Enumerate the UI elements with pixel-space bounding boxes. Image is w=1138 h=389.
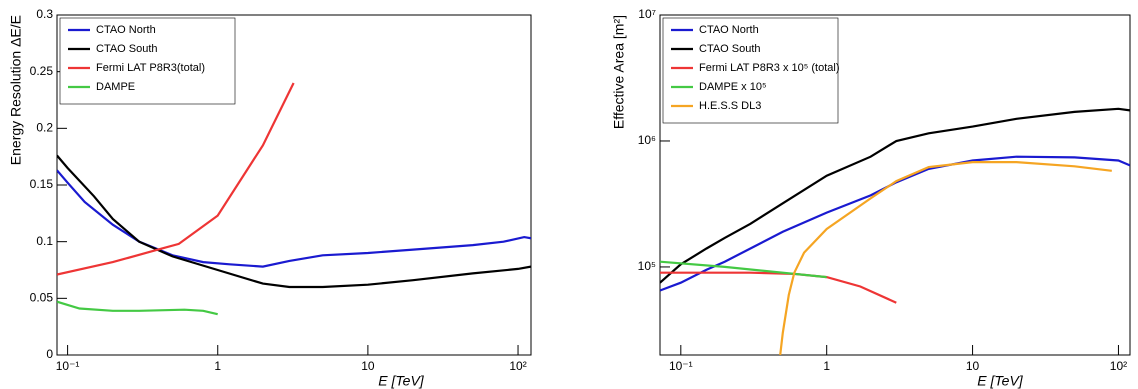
series-line bbox=[779, 161, 1112, 355]
legend-label: CTAO North bbox=[699, 24, 759, 36]
x-tick-label: 10⁻¹ bbox=[669, 359, 693, 373]
legend: CTAO North CTAO South Fermi LAT P8R3(total… bbox=[59, 17, 236, 105]
series-line bbox=[57, 154, 531, 289]
panel: 10⁻¹ 1 10 10² 10⁵ 10⁶ 10⁷ E [TeV] Effective Area… bbox=[611, 7, 1131, 389]
y-tick-label: 10⁶ bbox=[638, 133, 656, 147]
y-tick-label: 0 bbox=[46, 347, 53, 361]
series-line bbox=[57, 169, 531, 268]
series-line bbox=[660, 260, 827, 279]
y-axis-label: Effective Area [m²] bbox=[611, 15, 627, 129]
legend-label: DAMPE x 10⁵ bbox=[699, 81, 767, 93]
legend-label: CTAO North bbox=[96, 24, 156, 36]
x-tick-label: 10 bbox=[361, 359, 375, 373]
legend-label: DAMPE bbox=[96, 81, 135, 93]
legend-label: Fermi LAT P8R3(total) bbox=[96, 62, 205, 74]
plot-frame bbox=[659, 14, 1131, 356]
legend-label: H.E.S.S DL3 bbox=[699, 100, 761, 112]
panel: 10⁻¹ 1 10 10² 0 0.05 0.1 0.15 0.2 0.25 0.3 E [TeV] E… bbox=[8, 7, 532, 389]
series-line bbox=[57, 300, 218, 316]
legend-label: CTAO South bbox=[96, 43, 158, 55]
legend: CTAO North CTAO South Fermi LAT P8R3 x 10⁵… bbox=[662, 17, 839, 124]
x-tick-label: 10 bbox=[966, 359, 980, 373]
y-tick-label: 0.05 bbox=[30, 291, 54, 305]
y-tick-label: 0.15 bbox=[30, 177, 54, 191]
x-axis-label: E [TeV] bbox=[378, 373, 425, 389]
x-tick-label: 1 bbox=[823, 359, 830, 373]
series-line bbox=[660, 155, 1130, 292]
x-tick-label: 10² bbox=[509, 359, 526, 373]
y-tick-label: 0.25 bbox=[30, 64, 54, 78]
legend-box bbox=[59, 17, 236, 105]
x-tick-label: 10² bbox=[1110, 359, 1127, 373]
x-tick-label: 1 bbox=[214, 359, 221, 373]
y-tick-label: 10⁷ bbox=[638, 7, 656, 21]
legend-label: Fermi LAT P8R3 x 10⁵ (total) bbox=[699, 62, 839, 74]
x-tick-label: 10⁻¹ bbox=[56, 359, 80, 373]
y-tick-label: 0.2 bbox=[36, 121, 53, 135]
series-line bbox=[660, 271, 897, 304]
series-line bbox=[660, 107, 1130, 284]
legend-label: CTAO South bbox=[699, 43, 761, 55]
series-line bbox=[57, 82, 295, 276]
y-tick-label: 0.3 bbox=[36, 7, 53, 21]
y-tick-label: 0.1 bbox=[36, 234, 53, 248]
y-tick-label: 10⁵ bbox=[638, 259, 656, 273]
y-axis-label: Energy Resolution ΔE/E bbox=[8, 15, 24, 165]
x-axis-label: E [TeV] bbox=[977, 373, 1024, 389]
